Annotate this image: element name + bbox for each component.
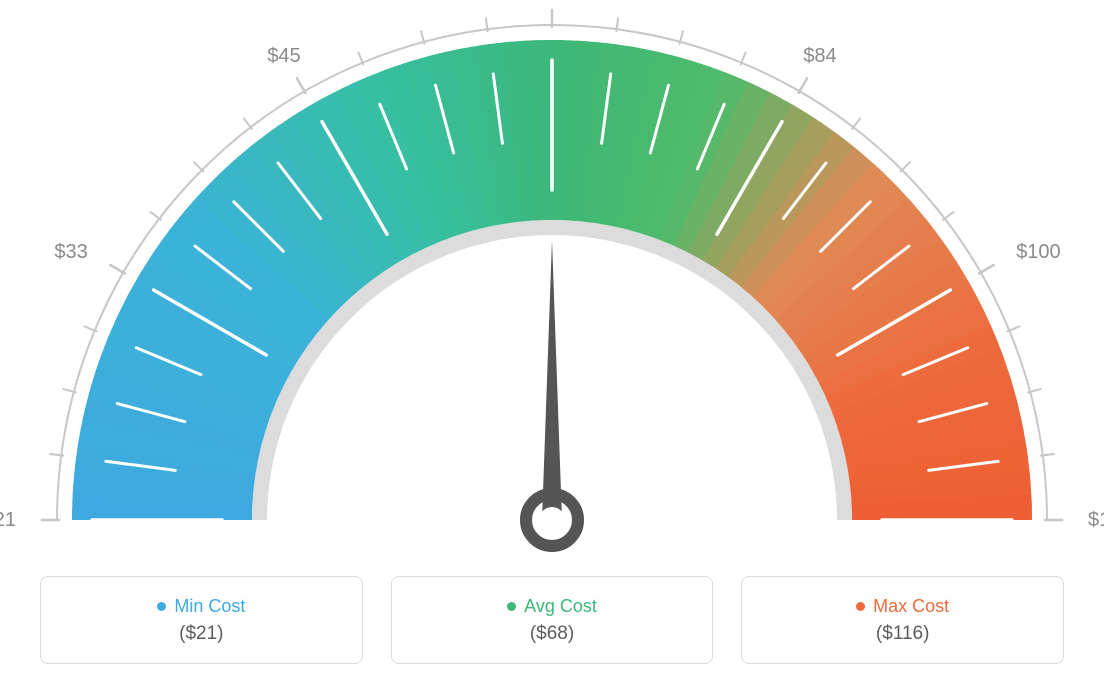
legend-label-avg: Avg Cost	[524, 596, 597, 617]
legend-card-max: Max Cost ($116)	[741, 576, 1064, 664]
svg-text:$33: $33	[54, 241, 87, 263]
legend-value-min: ($21)	[179, 623, 223, 645]
legend-value-avg: ($68)	[530, 623, 574, 645]
legend-card-avg: Avg Cost ($68)	[391, 576, 714, 664]
legend-label-min: Min Cost	[174, 596, 245, 617]
legend-dot-min	[157, 602, 166, 611]
legend-dot-avg	[507, 602, 516, 611]
legend-row: Min Cost ($21) Avg Cost ($68) Max Cost (…	[40, 576, 1064, 664]
legend-card-min: Min Cost ($21)	[40, 576, 363, 664]
legend-value-max: ($116)	[876, 623, 930, 645]
svg-text:$45: $45	[267, 45, 300, 67]
gauge-chart: $21$33$45$68$84$100$116	[0, 0, 1104, 560]
legend-dot-max	[856, 602, 865, 611]
svg-text:$116: $116	[1088, 509, 1104, 531]
legend-label-max: Max Cost	[873, 596, 949, 617]
svg-text:$100: $100	[1016, 241, 1061, 263]
svg-text:$21: $21	[0, 509, 16, 531]
svg-text:$84: $84	[803, 45, 836, 67]
